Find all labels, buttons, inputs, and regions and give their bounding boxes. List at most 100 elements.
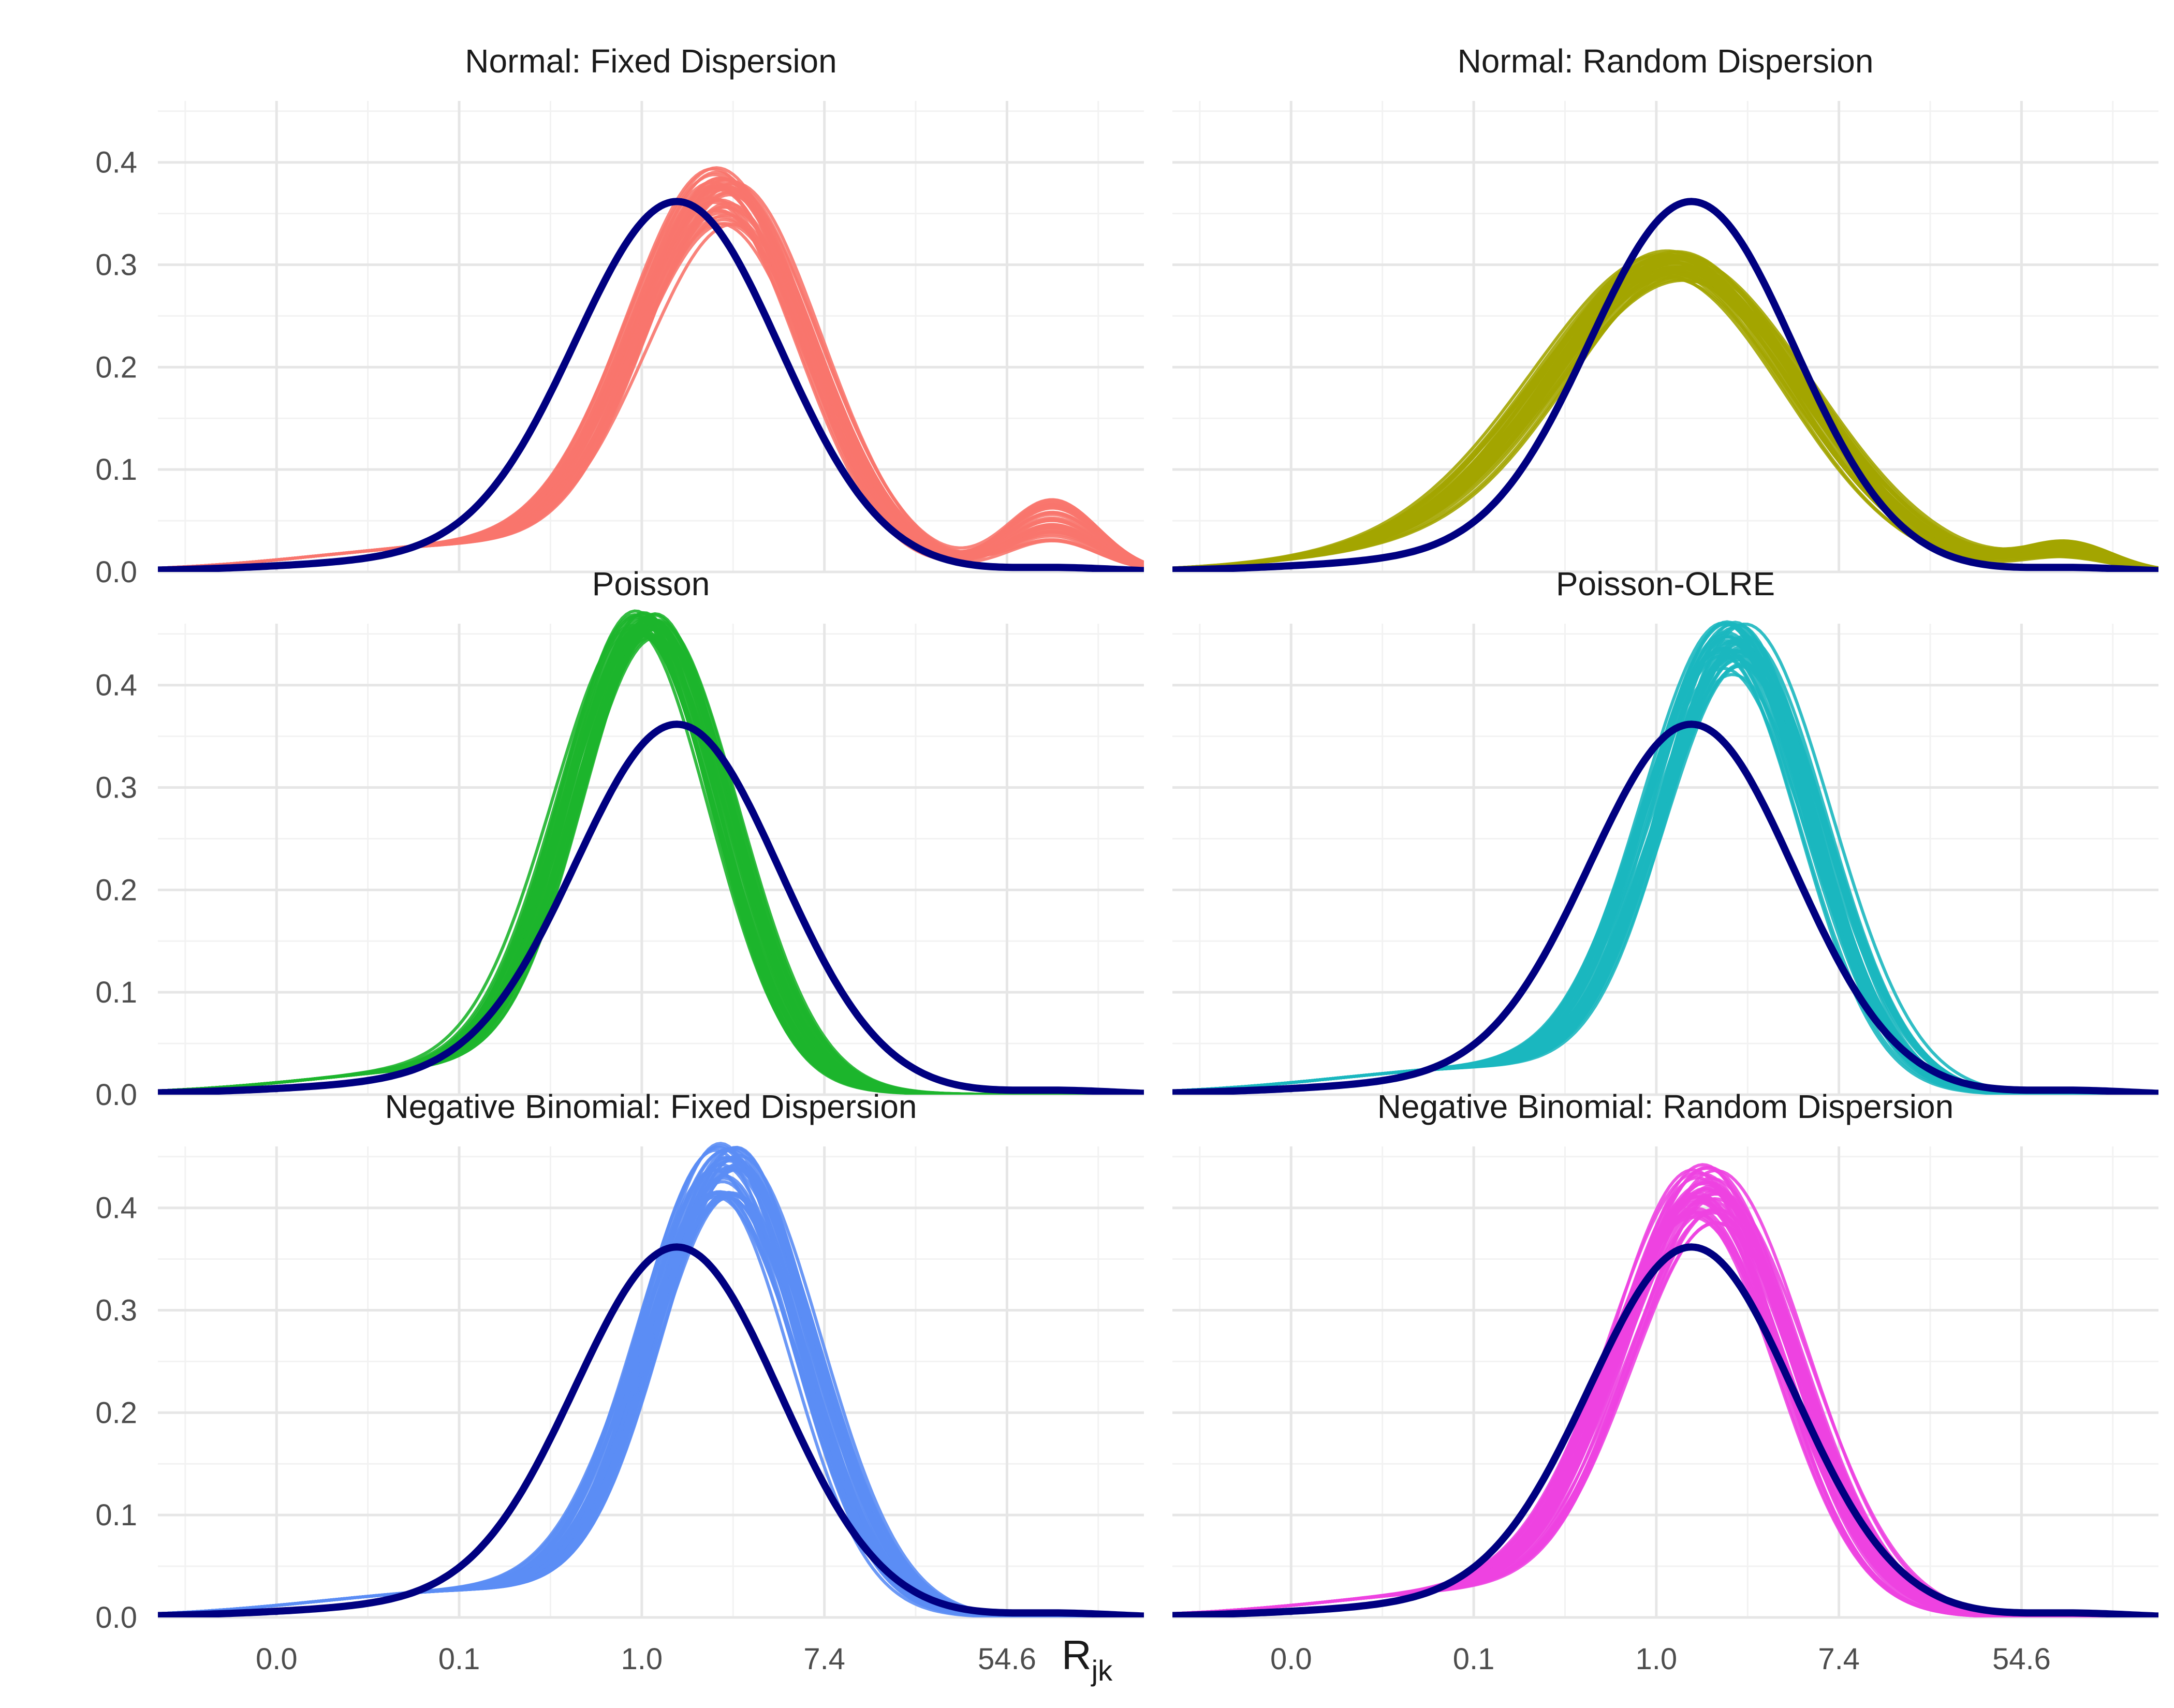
panel-title: Normal: Fixed Dispersion xyxy=(465,42,836,80)
replicate-density-line xyxy=(158,1154,1144,1617)
replicate-density-line xyxy=(158,184,1144,570)
replicate-density-line xyxy=(158,613,1144,1095)
replicate-density-line xyxy=(1172,253,2158,570)
panel-6: Negative Binomial: Random Dispersion 0.0 0… xyxy=(1172,1088,2158,1676)
replicate-density-line xyxy=(158,635,1144,1095)
replicate-density-line xyxy=(158,614,1144,1095)
replicate-density-line xyxy=(1172,637,2158,1095)
replicate-density-line xyxy=(1172,273,2158,572)
x-tick-label: 0.0 xyxy=(256,1642,298,1676)
replicate-density-line xyxy=(158,1174,1144,1617)
replicate-density-line xyxy=(158,620,1144,1095)
y-tick-label: 0.1 xyxy=(95,453,137,487)
replicate-density-line xyxy=(1172,635,2158,1095)
y-tick-label: 0.1 xyxy=(95,1498,137,1532)
replicate-density-line xyxy=(158,629,1144,1095)
replicate-density-line xyxy=(158,178,1144,570)
replicate-density-line xyxy=(158,611,1144,1095)
replicate-density-line xyxy=(158,181,1144,570)
replicate-density-line xyxy=(158,1156,1144,1617)
curves xyxy=(158,166,1144,572)
replicate-density-line xyxy=(158,176,1144,570)
x-axis-title-subscript: jk xyxy=(1091,1654,1113,1687)
replicate-density-line xyxy=(158,616,1144,1095)
replicate-density-line xyxy=(1172,257,2158,570)
replicate-density-line xyxy=(158,636,1144,1095)
x-tick-label: 0.0 xyxy=(1270,1642,1312,1676)
replicate-density-line xyxy=(158,617,1144,1095)
replicate-density-line xyxy=(1172,265,2158,570)
panel-4: Poisson-OLRE xyxy=(1172,565,2158,1096)
replicate-density-line xyxy=(158,184,1144,570)
replicate-density-line xyxy=(158,1147,1144,1617)
replicate-density-line xyxy=(158,1180,1144,1617)
replicate-density-line xyxy=(158,181,1144,570)
replicate-density-line xyxy=(1172,645,2158,1095)
x-tick-label: 54.6 xyxy=(978,1642,1036,1676)
replicate-density-line xyxy=(1172,1221,2158,1617)
replicate-density-line xyxy=(158,624,1144,1095)
replicate-density-line xyxy=(158,190,1144,570)
replicate-density-line xyxy=(1172,276,2158,571)
x-tick-label: 1.0 xyxy=(621,1642,663,1676)
y-tick-label: 0.0 xyxy=(95,1601,137,1635)
replicate-density-line xyxy=(158,1159,1144,1617)
replicate-density-line xyxy=(1172,254,2158,570)
panel-1: Normal: Fixed Dispersion 0.0 0.1 0.2 0.3 0.4 xyxy=(95,42,1144,589)
replicate-density-line xyxy=(1172,257,2158,571)
replicate-density-line xyxy=(1172,623,2158,1095)
replicate-density-line xyxy=(158,1145,1144,1617)
replicate-density-line xyxy=(158,187,1144,570)
observed-density-line xyxy=(158,1243,1144,1617)
replicate-density-line xyxy=(158,1146,1144,1617)
replicate-density-line xyxy=(158,185,1144,570)
replicate-density-line xyxy=(1172,255,2158,571)
observed-density-line xyxy=(1172,1243,2158,1617)
panel-title: Negative Binomial: Fixed Dispersion xyxy=(385,1088,917,1125)
replicate-density-line xyxy=(1172,249,2158,571)
replicate-density-line xyxy=(158,1169,1144,1617)
replicate-density-line xyxy=(158,609,1144,1095)
replicate-density-line xyxy=(1172,622,2158,1095)
curves xyxy=(158,1142,1144,1617)
replicate-density-line xyxy=(158,1168,1144,1617)
replicate-density-line xyxy=(1172,621,2158,1095)
replicate-density-line xyxy=(158,1156,1144,1617)
replicate-density-line xyxy=(158,616,1144,1095)
y-tick-label: 0.2 xyxy=(95,1396,137,1430)
replicate-density-line xyxy=(158,624,1144,1095)
replicate-density-line xyxy=(158,1162,1144,1617)
replicate-density-line xyxy=(158,626,1144,1095)
replicate-density-line xyxy=(1172,626,2158,1095)
replicate-density-line xyxy=(1172,255,2158,570)
x-tick-label: 7.4 xyxy=(803,1642,845,1676)
replicate-density-line xyxy=(158,613,1144,1095)
replicate-density-line xyxy=(158,186,1144,570)
replicate-density-line xyxy=(1172,621,2158,1095)
replicate-density-line xyxy=(158,167,1144,570)
replicate-density-line xyxy=(158,1149,1144,1617)
replicate-density-line xyxy=(158,1157,1144,1617)
replicate-density-line xyxy=(158,1167,1144,1617)
replicate-density-line xyxy=(1172,622,2158,1095)
replicate-density-line xyxy=(158,191,1144,570)
replicate-density-line xyxy=(1172,270,2158,571)
replicate-density-line xyxy=(158,176,1144,570)
replicate-density-line xyxy=(1172,620,2158,1095)
replicate-density-line xyxy=(158,627,1144,1095)
replicate-density-line xyxy=(158,632,1144,1095)
replicate-density-line xyxy=(1172,275,2158,571)
replicate-density-line xyxy=(158,178,1144,570)
replicate-density-line xyxy=(158,1168,1144,1617)
replicate-density-line xyxy=(1172,278,2158,570)
replicate-density-line xyxy=(158,1168,1144,1617)
replicate-density-line xyxy=(158,619,1144,1095)
replicate-density-line xyxy=(158,620,1144,1095)
replicate-density-line xyxy=(1172,268,2158,570)
replicate-density-line xyxy=(1172,639,2158,1095)
replicate-density-line xyxy=(1172,647,2158,1095)
replicate-density-line xyxy=(1172,647,2158,1095)
replicate-density-line xyxy=(158,1176,1144,1617)
y-tick-label: 0.3 xyxy=(95,771,137,805)
